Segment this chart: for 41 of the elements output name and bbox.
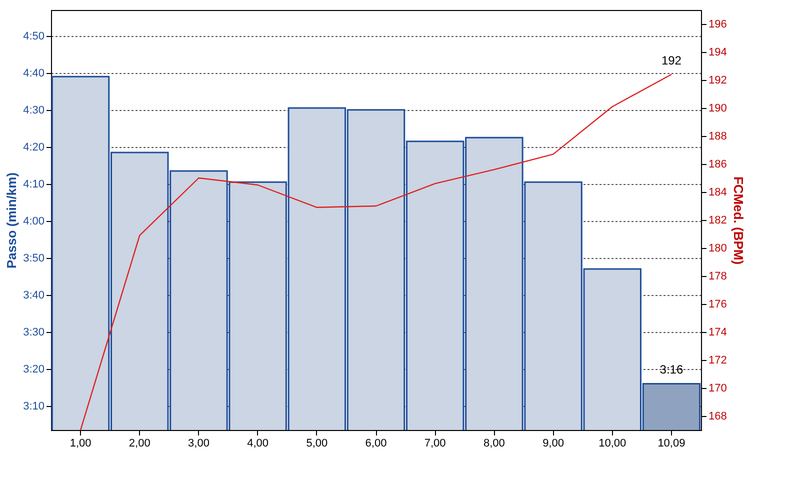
y-tick-label: 4:20 (23, 141, 44, 154)
x-tick-label: 8,00 (483, 438, 505, 450)
x-tick-label: 1,00 (70, 438, 92, 450)
y2-tick-label: 172 (708, 354, 727, 366)
y2-tick-label: 176 (708, 298, 727, 310)
y2-tick-label: 196 (708, 18, 727, 30)
y2-tick-label: 178 (708, 270, 727, 282)
y-tick-label: 4:40 (23, 67, 44, 80)
x-tick-label: 2,00 (128, 438, 150, 450)
y-tick-label: 3:10 (23, 400, 44, 412)
data-label: 192 (661, 53, 682, 68)
x-tick-label: 10,09 (658, 438, 686, 450)
y2-tick-label: 192 (708, 74, 727, 86)
y2-tick-label: 182 (708, 214, 727, 226)
y-tick-label: 3:20 (23, 363, 44, 376)
y2-tick-label: 186 (708, 158, 727, 170)
y-tick-label: 3:40 (23, 289, 44, 302)
y2-tick-label: 194 (708, 46, 727, 58)
data-label: 3:16 (660, 362, 684, 377)
y-tick-label: 4:50 (23, 30, 44, 42)
x-tick-label: 5,00 (306, 438, 328, 450)
y2-tick-label: 174 (708, 326, 727, 338)
y2-tick-label: 168 (708, 410, 727, 422)
y2-tick-label: 170 (708, 382, 727, 394)
x-tick-label: 6,00 (365, 438, 387, 450)
x-tick-label: 9,00 (542, 438, 564, 450)
x-tick-label: 7,00 (424, 438, 446, 450)
y-tick-label: 4:10 (23, 178, 44, 190)
y2-tick-label: 188 (708, 130, 727, 142)
x-tick-label: 3,00 (188, 438, 210, 450)
y-tick-label: 4:30 (23, 104, 44, 116)
y-tick-label: 4:00 (23, 215, 44, 228)
y2-tick-label: 180 (708, 242, 727, 254)
y2-tick-label: 184 (708, 186, 727, 198)
x-tick-label: 4,00 (247, 438, 269, 450)
y2-axis-title: FCMed. (BPM) (730, 176, 746, 265)
y-axis-title: Passo (min/km) (4, 172, 20, 269)
y-tick-label: 3:50 (23, 252, 44, 264)
x-tick-label: 10,00 (598, 438, 626, 450)
y-tick-label: 3:30 (23, 326, 44, 338)
y2-tick-label: 190 (708, 102, 727, 114)
